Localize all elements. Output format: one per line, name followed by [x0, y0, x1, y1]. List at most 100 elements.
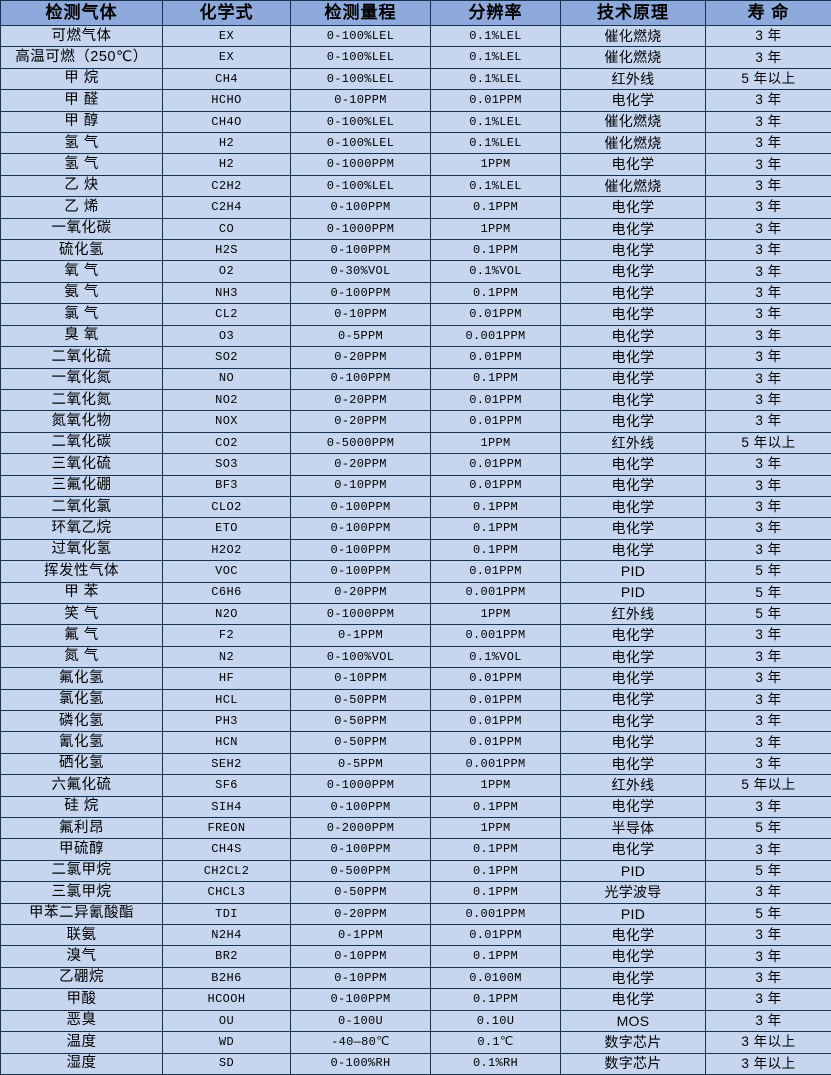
cell-gas: 氯化氢	[0, 688, 163, 712]
cell-tech: 催化燃烧	[560, 46, 706, 69]
cell-formula: H2S	[162, 239, 291, 262]
cell-tech: PID	[560, 859, 706, 883]
cell-tech: 数字芯片	[560, 1052, 706, 1075]
cell-life: 3 年	[705, 46, 831, 69]
table-row: 二氧化氯 CLO2 0-100PPM 0.1PPM 电化学 3 年	[0, 495, 831, 519]
cell-life: 3 年	[705, 1009, 831, 1033]
table-row: 可燃气体 EX 0-100%LEL 0.1%LEL 催化燃烧 3 年	[0, 24, 831, 48]
cell-gas: 三氧化硫	[0, 453, 163, 476]
column-header-range: 检测量程	[290, 0, 431, 26]
cell-range: 0-50PPM	[290, 731, 431, 754]
cell-life: 3 年	[705, 24, 831, 48]
cell-life: 3 年	[705, 881, 831, 904]
cell-life: 5 年	[705, 902, 831, 926]
cell-tech: 催化燃烧	[560, 24, 706, 48]
cell-formula: NO	[162, 367, 291, 390]
cell-tech: 红外线	[560, 67, 706, 91]
cell-gas: 高温可燃（250℃）	[0, 46, 163, 69]
cell-resolution: 0.0100M	[430, 966, 561, 990]
cell-resolution: 0.001PPM	[430, 624, 561, 647]
table-row: 三氟化硼 BF3 0-10PPM 0.01PPM 电化学 3 年	[0, 474, 831, 497]
cell-tech: 催化燃烧	[560, 174, 706, 198]
cell-range: 0-100%LEL	[290, 24, 431, 48]
cell-formula: O2	[162, 260, 291, 283]
cell-range: 0-20PPM	[290, 581, 431, 604]
cell-formula: CL2	[162, 303, 291, 326]
cell-formula: VOC	[162, 560, 291, 583]
table-row: 六氟化硫 SF6 0-1000PPM 1PPM 红外线 5 年以上	[0, 774, 831, 797]
cell-range: 0-100%RH	[290, 1052, 431, 1075]
cell-resolution: 1PPM	[430, 817, 561, 840]
cell-tech: 半导体	[560, 817, 706, 840]
cell-resolution: 0.1%LEL	[430, 110, 561, 134]
cell-range: 0-10PPM	[290, 303, 431, 326]
cell-formula: C6H6	[162, 581, 291, 604]
cell-tech: 电化学	[560, 645, 706, 669]
table-row: 三氧化硫 SO3 0-20PPM 0.01PPM 电化学 3 年	[0, 453, 831, 476]
cell-resolution: 1PPM	[430, 431, 561, 455]
cell-formula: NOX	[162, 410, 291, 433]
cell-formula: H2	[162, 132, 291, 155]
cell-range: 0-10PPM	[290, 966, 431, 990]
cell-formula: SO3	[162, 453, 291, 476]
cell-tech: 电化学	[560, 624, 706, 647]
cell-tech: 电化学	[560, 388, 706, 412]
cell-resolution: 0.01PPM	[430, 688, 561, 712]
table-row: 二氯甲烷 CH2CL2 0-500PPM 0.1PPM PID 5 年	[0, 859, 831, 883]
table-row: 高温可燃（250℃） EX 0-100%LEL 0.1%LEL 催化燃烧 3 年	[0, 46, 831, 69]
column-header-gas: 检测气体	[0, 0, 163, 26]
cell-life: 3 年	[705, 538, 831, 562]
cell-range: 0-100PPM	[290, 495, 431, 519]
table-row: 甲硫醇 CH4S 0-100PPM 0.1PPM 电化学 3 年	[0, 838, 831, 861]
cell-range: 0-1000PPM	[290, 153, 431, 176]
cell-resolution: 0.01PPM	[430, 924, 561, 947]
cell-formula: WD	[162, 1031, 291, 1054]
cell-life: 5 年以上	[705, 774, 831, 797]
cell-tech: 电化学	[560, 667, 706, 690]
cell-range: 0-100%LEL	[290, 110, 431, 134]
cell-tech: 电化学	[560, 966, 706, 990]
cell-gas: 乙 炔	[0, 174, 163, 198]
cell-gas: 一氧化氮	[0, 367, 163, 390]
table-row: 氢 气 H2 0-100%LEL 0.1%LEL 催化燃烧 3 年	[0, 132, 831, 155]
cell-formula: SO2	[162, 346, 291, 369]
cell-life: 3 年	[705, 281, 831, 305]
cell-gas: 二氧化氮	[0, 388, 163, 412]
cell-range: -40—80℃	[290, 1031, 431, 1054]
column-header-resolution: 分辨率	[430, 0, 561, 26]
cell-tech: 电化学	[560, 795, 706, 819]
cell-life: 3 年	[705, 924, 831, 947]
cell-resolution: 0.1PPM	[430, 945, 561, 968]
cell-formula: CHCL3	[162, 881, 291, 904]
table-row: 过氧化氢 H2O2 0-100PPM 0.1PPM 电化学 3 年	[0, 538, 831, 562]
cell-resolution: 0.01PPM	[430, 667, 561, 690]
cell-gas: 甲 醛	[0, 89, 163, 112]
cell-formula: NH3	[162, 281, 291, 305]
cell-formula: SIH4	[162, 795, 291, 819]
cell-range: 0-1PPM	[290, 924, 431, 947]
cell-tech: 光学波导	[560, 881, 706, 904]
cell-range: 0-100PPM	[290, 281, 431, 305]
cell-range: 0-100PPM	[290, 838, 431, 861]
cell-gas: 湿度	[0, 1052, 163, 1075]
cell-tech: 电化学	[560, 453, 706, 476]
cell-range: 0-1000PPM	[290, 774, 431, 797]
cell-life: 3 年	[705, 752, 831, 776]
cell-tech: 红外线	[560, 774, 706, 797]
table-row: 甲苯二异氰酸酯 TDI 0-20PPM 0.001PPM PID 5 年	[0, 902, 831, 926]
cell-range: 0-5PPM	[290, 752, 431, 776]
cell-gas: 溴气	[0, 945, 163, 968]
cell-life: 3 年	[705, 132, 831, 155]
cell-gas: 笑 气	[0, 602, 163, 626]
table-row: 氟化氢 HF 0-10PPM 0.01PPM 电化学 3 年	[0, 667, 831, 690]
table-row: 磷化氢 PH3 0-50PPM 0.01PPM 电化学 3 年	[0, 709, 831, 733]
cell-range: 0-100PPM	[290, 367, 431, 390]
cell-formula: CH2CL2	[162, 859, 291, 883]
cell-resolution: 0.01PPM	[430, 474, 561, 497]
cell-tech: MOS	[560, 1009, 706, 1033]
cell-range: 0-100U	[290, 1009, 431, 1033]
cell-resolution: 0.1%VOL	[430, 260, 561, 283]
cell-formula: B2H6	[162, 966, 291, 990]
cell-formula: BF3	[162, 474, 291, 497]
cell-tech: PID	[560, 581, 706, 604]
